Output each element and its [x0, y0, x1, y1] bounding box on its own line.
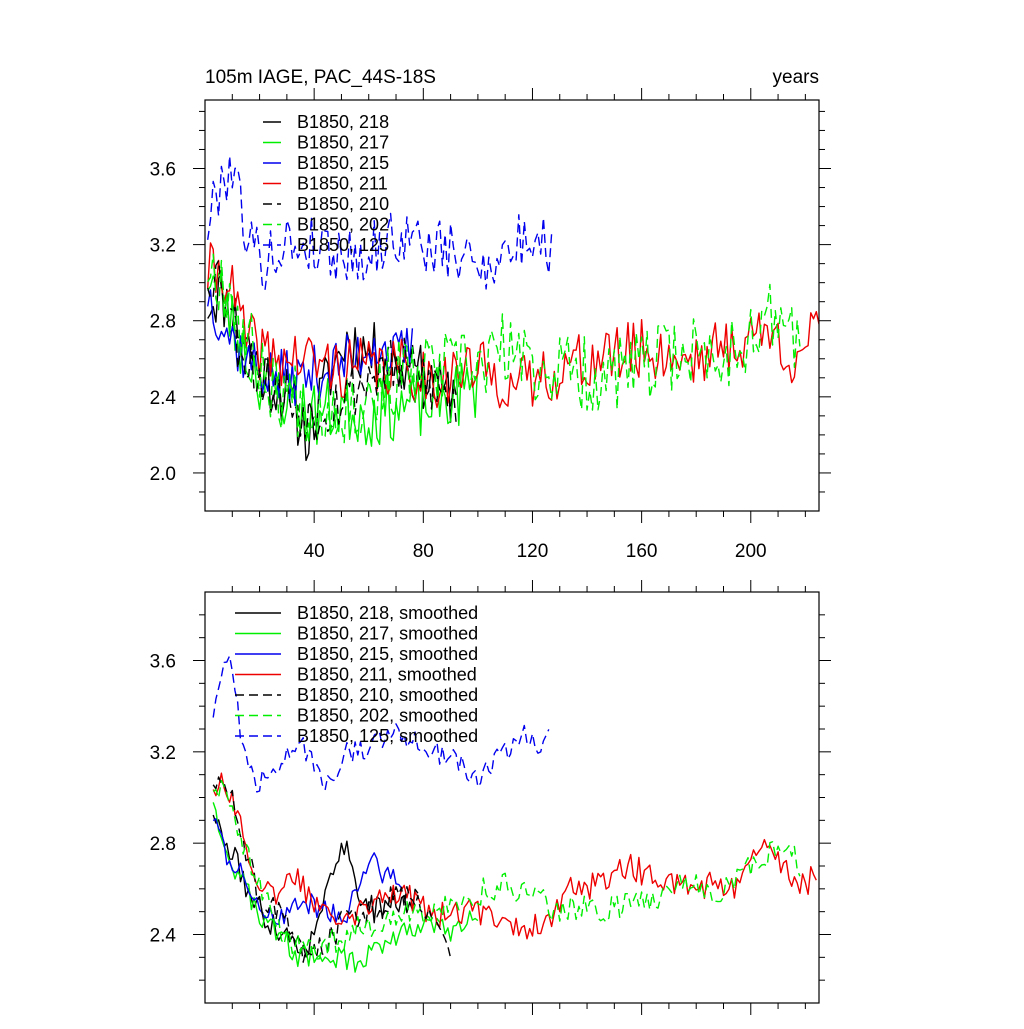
- legend-label-6: B1850, 202: [297, 215, 389, 235]
- legend-label-2: B1850, 217, smoothed: [297, 624, 478, 644]
- legend-label-7: B1850, 125: [297, 235, 389, 255]
- series-line-3: [212, 818, 403, 925]
- top-panel: 105m IAGE, PAC_44S-18S years 40 80 120 160 200…: [150, 67, 831, 562]
- y-tick-label: 3.2: [150, 236, 176, 257]
- plot-frame: [204, 99, 820, 512]
- series-line-6: [207, 253, 801, 444]
- legend-label-4: B1850, 211: [297, 174, 388, 194]
- y-tick-label: 2.8: [150, 312, 176, 333]
- series-line-1: [212, 814, 419, 958]
- series-line-4: [212, 772, 817, 940]
- x-tick-label: 80: [413, 541, 434, 562]
- x-tick-label: 160: [626, 541, 658, 562]
- legend-label-3: B1850, 215: [297, 153, 389, 173]
- y-tick-label: 3.6: [150, 160, 176, 181]
- series-line-6: [212, 779, 801, 960]
- chart-title: 105m IAGE, PAC_44S-18S: [205, 67, 436, 88]
- y-tick-label: 2.4: [150, 388, 177, 409]
- chart-title-right: years: [773, 67, 819, 88]
- series-line-7: [212, 655, 550, 793]
- legend-label-6: B1850, 202, smoothed: [297, 706, 478, 726]
- x-tick-label: 40: [304, 541, 325, 562]
- y-tick-label: 3.2: [150, 743, 176, 764]
- series-line-7: [207, 155, 553, 291]
- legend-label-3: B1850, 215, smoothed: [297, 644, 478, 664]
- legend-label-5: B1850, 210: [297, 194, 389, 214]
- y-tick-label: 3.6: [150, 652, 176, 673]
- y-tick-label: 2.0: [150, 464, 176, 485]
- legend-label-4: B1850, 211, smoothed: [297, 665, 477, 685]
- x-tick-label: 120: [517, 541, 549, 562]
- series-line-2: [212, 802, 479, 973]
- legend-label-1: B1850, 218, smoothed: [297, 603, 478, 623]
- legend-label-2: B1850, 217: [297, 133, 389, 153]
- legend-label-5: B1850, 210, smoothed: [297, 685, 478, 705]
- series-line-4: [207, 242, 819, 409]
- y-tick-label: 2.8: [150, 834, 176, 855]
- x-tick-label: 200: [735, 541, 767, 562]
- series-line-5: [207, 259, 457, 445]
- y-tick-label: 2.4: [150, 926, 177, 947]
- legend-label-1: B1850, 218: [297, 112, 389, 132]
- series-group: [212, 655, 817, 973]
- legend-label-7: B1850, 125, smoothed: [297, 726, 478, 746]
- series-group: [207, 155, 819, 462]
